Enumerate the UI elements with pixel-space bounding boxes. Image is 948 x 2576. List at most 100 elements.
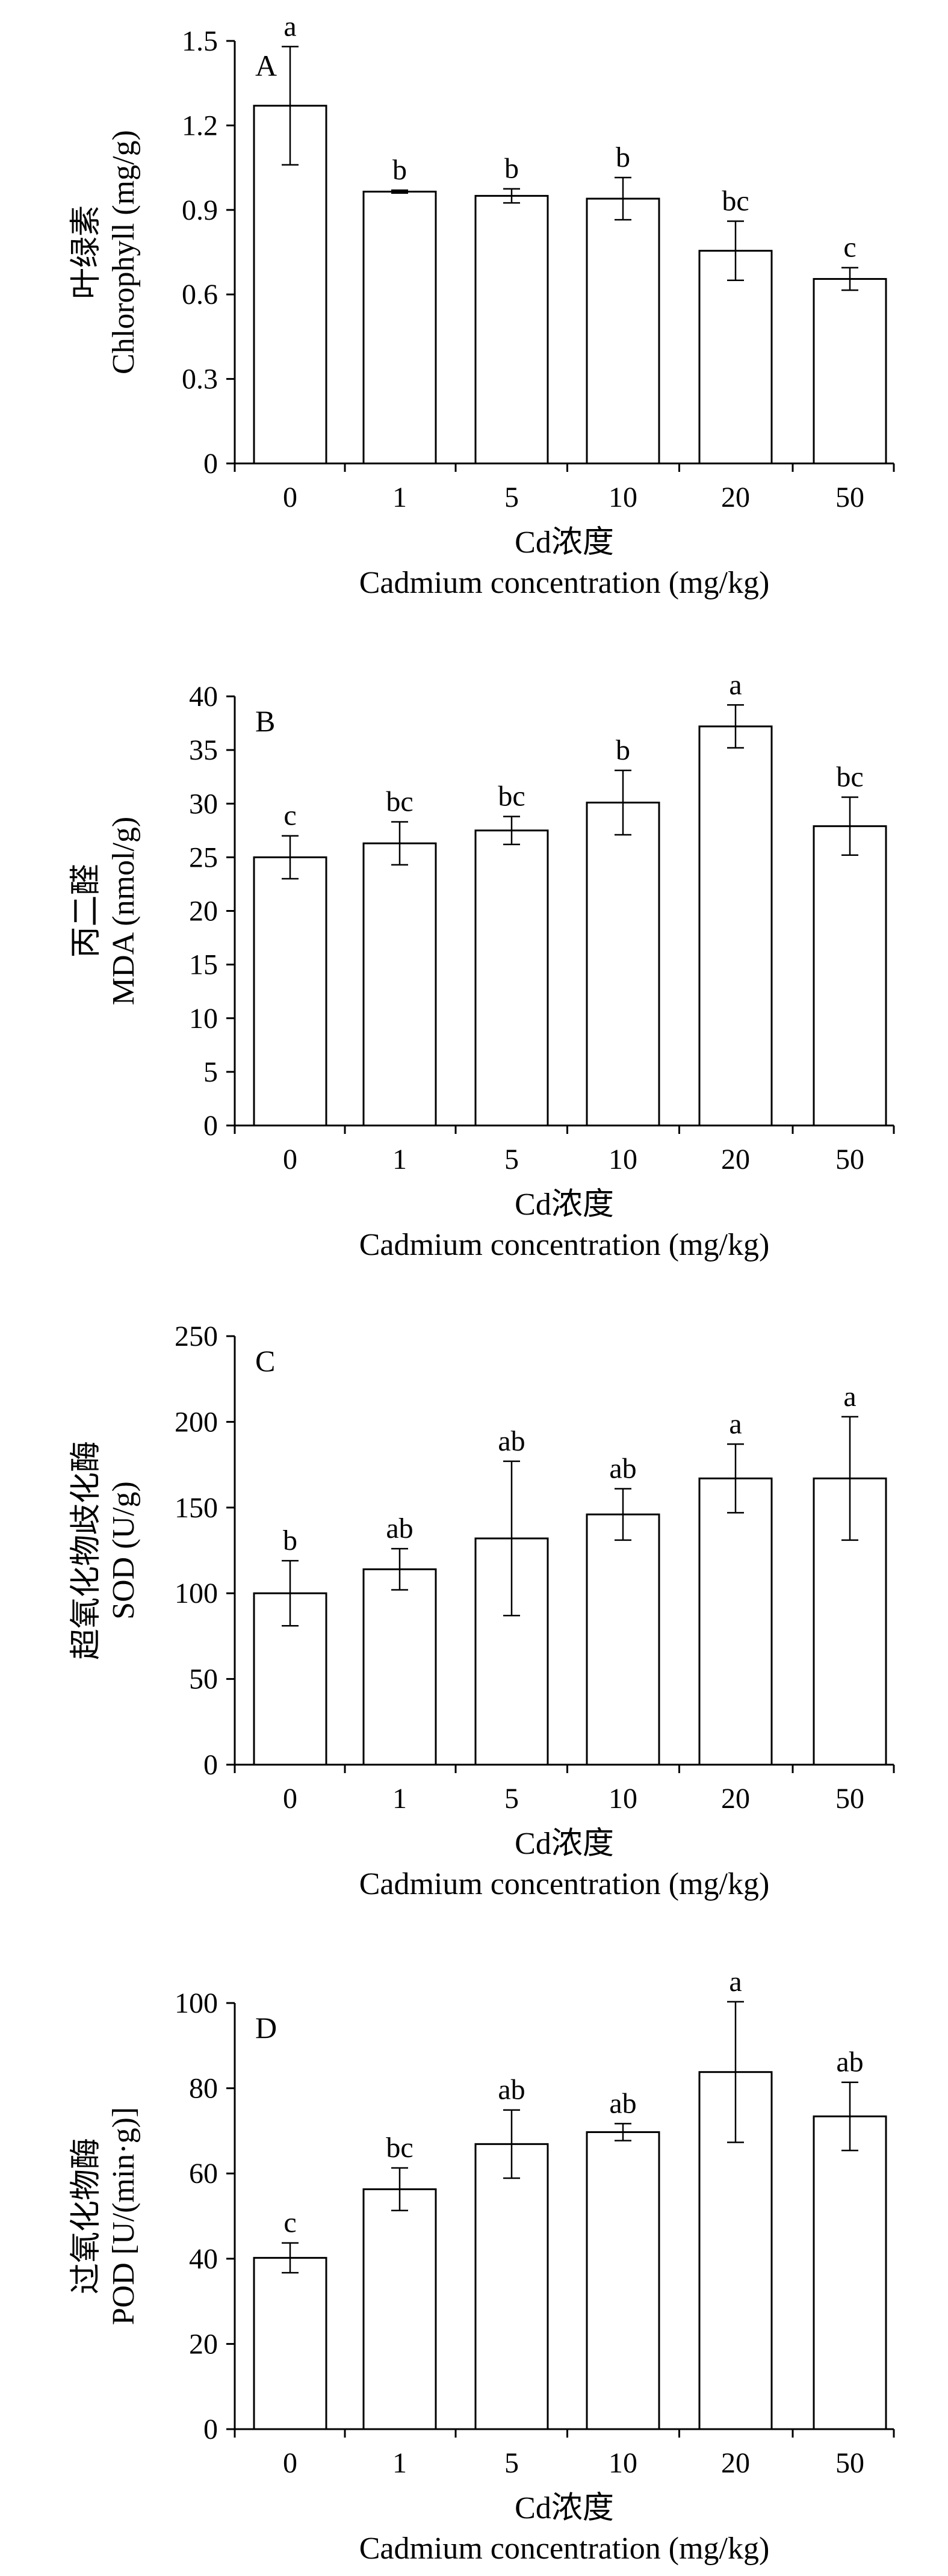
- bar: [586, 197, 660, 465]
- y-tick-label: 100: [175, 1577, 218, 1609]
- x-tick-label: 5: [504, 2447, 519, 2479]
- x-tick-label: 20: [721, 1783, 750, 1815]
- significance-letter: c: [843, 232, 856, 264]
- x-tick-label: 1: [392, 1783, 407, 1815]
- x-tick-label: 0: [283, 1783, 297, 1815]
- y-tick-label: 60: [189, 2158, 218, 2190]
- y-tick-label: 250: [175, 1321, 218, 1352]
- significance-letter: ab: [386, 1512, 413, 1544]
- x-tick-label: 10: [609, 481, 637, 513]
- y-axis-label-cn: 过氧化物酶: [69, 2138, 104, 2294]
- x-tick-label: 10: [609, 1783, 637, 1815]
- y-tick-label: 1.5: [182, 25, 218, 57]
- bar: [698, 250, 773, 465]
- x-tick-label: 5: [504, 481, 519, 513]
- y-axis-label-cn: 叶绿素: [69, 205, 104, 299]
- y-tick-label: 0: [203, 1749, 218, 1781]
- y-axis-label-en: SOD (U/g): [107, 1481, 141, 1620]
- y-tick-label: 30: [189, 788, 218, 820]
- significance-letter: bc: [386, 786, 413, 818]
- y-tick-label: 20: [189, 2328, 218, 2360]
- significance-letter: a: [729, 1966, 742, 1998]
- y-tick-label: 150: [175, 1492, 218, 1524]
- bar: [362, 2188, 437, 2430]
- y-tick-label: 100: [175, 1987, 218, 2019]
- x-tick-label: 1: [392, 2447, 407, 2479]
- bar: [586, 1513, 660, 1766]
- x-axis-label-cn: Cd浓度: [515, 1187, 614, 1222]
- bar: [698, 725, 773, 1127]
- bar: [813, 825, 887, 1127]
- significance-letter: bc: [386, 2132, 413, 2164]
- significance-letter: bc: [722, 185, 749, 217]
- x-axis-label-en: Cadmium concentration (mg/kg): [359, 566, 770, 600]
- x-tick-label: 5: [504, 1144, 519, 1175]
- panel-label: D: [255, 2011, 277, 2045]
- bar: [253, 856, 327, 1127]
- significance-letter: ab: [498, 1425, 525, 1457]
- x-tick-label: 50: [835, 481, 864, 513]
- y-tick-label: 20: [189, 896, 218, 927]
- y-tick-label: 0.9: [182, 194, 218, 226]
- bar: [362, 842, 437, 1127]
- x-axis-label-cn: Cd浓度: [515, 2491, 614, 2525]
- x-tick-label: 0: [283, 2447, 297, 2479]
- panel-label: C: [255, 1344, 275, 1378]
- x-tick-label: 20: [721, 1144, 750, 1175]
- x-tick-label: 10: [609, 2447, 637, 2479]
- x-tick-label: 50: [835, 2447, 864, 2479]
- y-tick-label: 0: [203, 448, 218, 480]
- chart-panel-c: 0 50 100 150 200 250 b 0 ab 1 ab 5 ab 10 a 20 a 50 C 超氧化物歧化…: [69, 1321, 895, 1901]
- y-tick-label: 80: [189, 2073, 218, 2105]
- y-tick-label: 15: [189, 949, 218, 981]
- significance-letter: ab: [609, 1452, 636, 1484]
- y-axis-label-cn: 超氧化物歧化酶: [69, 1441, 104, 1660]
- bar: [362, 190, 437, 465]
- x-tick-label: 50: [835, 1144, 864, 1175]
- bar: [474, 2143, 549, 2430]
- y-tick-label: 200: [175, 1406, 218, 1438]
- bar: [698, 2071, 773, 2430]
- significance-letter: a: [729, 669, 742, 701]
- significance-letter: a: [843, 1381, 856, 1413]
- x-axis-label-cn: Cd浓度: [515, 1827, 614, 1861]
- bar: [253, 2256, 327, 2430]
- y-axis-label-en: MDA (nmol/g): [107, 817, 141, 1005]
- chart-panel-d: 0 20 40 60 80 100 c 0 bc 1 ab 5 ab 10 a 20 ab 50 D 过氧化物酶 POD…: [69, 1966, 895, 2566]
- y-axis-label-en: Chlorophyll (mg/g): [107, 130, 141, 374]
- x-tick-label: 20: [721, 2447, 750, 2479]
- x-axis-label-cn: Cd浓度: [515, 525, 614, 560]
- y-tick-label: 0: [203, 1110, 218, 1142]
- panel-label: B: [255, 704, 275, 738]
- y-tick-label: 5: [203, 1056, 218, 1088]
- bar: [362, 1568, 437, 1766]
- chart-panel-a: 0 0.3 0.6 0.9 1.2 1.5 a 0 b 1 b 5 b 10 bc 20 c 50 A 叶绿素 Chlo…: [69, 10, 895, 600]
- y-tick-label: 40: [189, 2243, 218, 2275]
- y-axis-label-cn: 丙二醛: [69, 864, 104, 958]
- y-tick-label: 0: [203, 2413, 218, 2445]
- y-axis-label-en: POD [U/(min·g)]: [107, 2107, 141, 2326]
- significance-letter: ab: [836, 2046, 863, 2078]
- significance-letter: ab: [498, 2074, 525, 2106]
- bar: [698, 1477, 773, 1766]
- significance-letter: c: [283, 800, 296, 832]
- bar: [586, 801, 660, 1127]
- significance-letter: ab: [609, 2087, 636, 2119]
- x-tick-label: 1: [392, 1144, 407, 1175]
- significance-letter: bc: [836, 761, 863, 793]
- bar: [474, 194, 549, 465]
- bar: [474, 1537, 549, 1766]
- y-tick-label: 50: [189, 1664, 218, 1695]
- x-tick-label: 1: [392, 481, 407, 513]
- x-axis-label-en: Cadmium concentration (mg/kg): [359, 2531, 770, 2566]
- bar: [813, 277, 887, 465]
- bar: [474, 829, 549, 1127]
- significance-letter: b: [616, 734, 630, 766]
- y-tick-label: 1.2: [182, 110, 218, 141]
- bar: [586, 2131, 660, 2430]
- significance-letter: a: [729, 1408, 742, 1440]
- y-tick-label: 10: [189, 1003, 218, 1035]
- x-tick-label: 10: [609, 1144, 637, 1175]
- significance-letter: bc: [498, 781, 525, 813]
- x-axis-label-en: Cadmium concentration (mg/kg): [359, 1228, 770, 1262]
